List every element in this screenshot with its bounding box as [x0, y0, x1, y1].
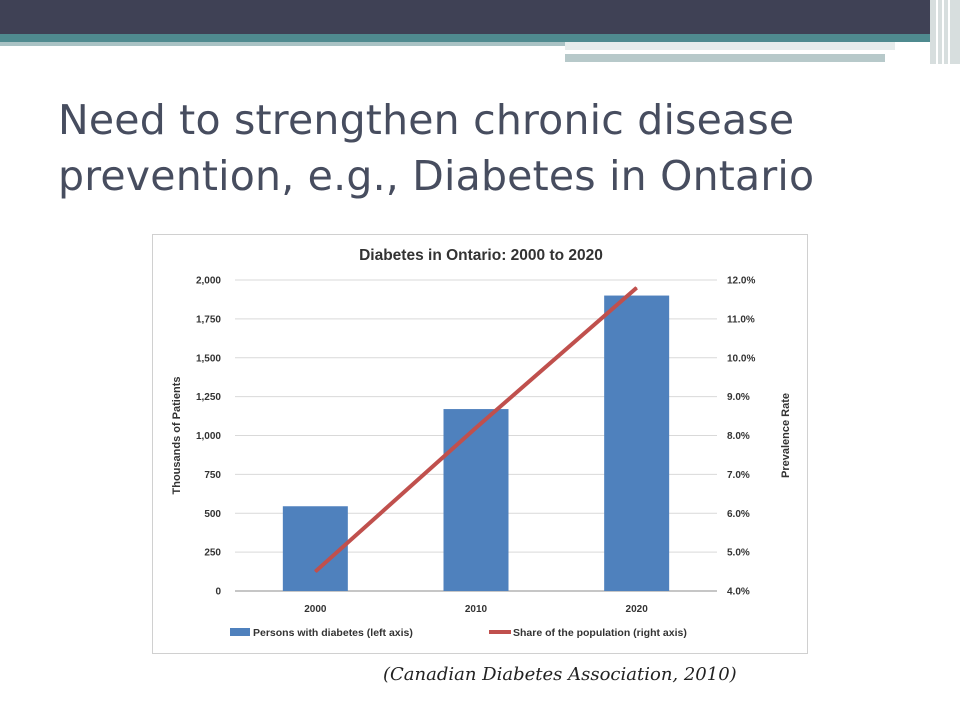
teal-accent-line	[0, 42, 565, 46]
bar-2000	[282, 506, 348, 591]
y-left-tick-label: 250	[204, 548, 221, 559]
top-banner	[0, 0, 960, 34]
y-right-tick-label: 11.0%	[727, 314, 755, 325]
legend-bar-label: Persons with diabetes (left axis)	[253, 627, 413, 639]
corner-decoration	[930, 0, 960, 64]
teal-band	[0, 34, 960, 42]
y-left-tick-label: 500	[204, 509, 221, 520]
legend-bar-swatch	[230, 628, 250, 636]
slide-title: Need to strengthen chronic disease preve…	[58, 92, 918, 204]
y-left-tick-label: 1,750	[196, 314, 221, 325]
y-left-tick-label: 750	[204, 470, 221, 481]
y-right-tick-label: 6.0%	[727, 509, 750, 520]
y-left-tick-label: 1,000	[196, 431, 221, 442]
citation: (Canadian Diabetes Association, 2010)	[383, 664, 737, 685]
prevalence-point-2010	[475, 427, 477, 429]
y-left-tick-label: 1,250	[196, 392, 221, 403]
slide-title-line-1: Need to strengthen chronic disease	[58, 96, 795, 144]
y-right-tick-label: 12.0%	[727, 276, 755, 287]
y-right-tick-label: 9.0%	[727, 392, 750, 403]
bar-2010	[443, 409, 509, 591]
accent-strip	[565, 54, 885, 62]
y-right-tick-label: 7.0%	[727, 470, 750, 481]
y-right-tick-label: 8.0%	[727, 431, 750, 442]
slide-title-line-2: prevention, e.g., Diabetes in Ontario	[58, 152, 815, 200]
x-tick-label: 2020	[626, 604, 649, 615]
chart-frame: Diabetes in Ontario: 2000 to 2020 0 250 500…	[152, 234, 808, 654]
y-right-axis-title: Prevalence Rate	[780, 393, 792, 478]
y-left-axis-title: Thousands of Patients	[171, 377, 183, 495]
y-left-tick-label: 0	[215, 587, 221, 598]
x-tick-label: 2000	[304, 604, 327, 615]
y-right-tick-label: 5.0%	[727, 548, 750, 559]
y-right-tick-label: 4.0%	[727, 587, 750, 598]
bar-2020	[604, 295, 670, 591]
prevalence-point-2000	[314, 571, 316, 573]
prevalence-point-2020	[636, 287, 638, 289]
x-tick-label: 2010	[465, 604, 488, 615]
legend-line-label: Share of the population (right axis)	[513, 627, 687, 639]
chart-title: Diabetes in Ontario: 2000 to 2020	[359, 247, 603, 264]
accent-strip-light	[565, 42, 895, 50]
y-left-tick-label: 1,500	[196, 353, 221, 364]
y-left-tick-label: 2,000	[196, 276, 221, 287]
diabetes-chart: Diabetes in Ontario: 2000 to 2020 0 250 500…	[171, 247, 792, 639]
y-right-tick-label: 10.0%	[727, 353, 755, 364]
